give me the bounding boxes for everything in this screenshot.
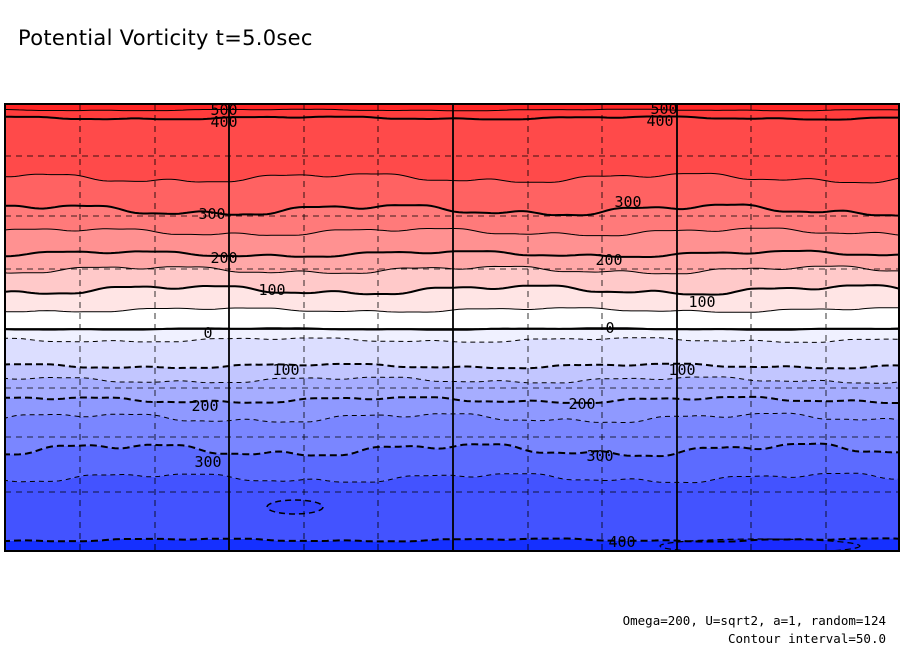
contour-label-200: 200 — [595, 251, 622, 269]
contour-label--200: 200 — [191, 397, 218, 415]
contour-line--350 — [5, 472, 899, 484]
contour-line--200 — [5, 395, 899, 404]
contour-label-200: 200 — [210, 249, 237, 267]
grid — [5, 104, 899, 551]
contour-label-0: 0 — [605, 319, 614, 337]
contour-line--250 — [5, 412, 899, 423]
contour-label-100: 100 — [258, 281, 285, 299]
chart-title: Potential Vorticity t=5.0sec — [18, 26, 313, 50]
contour-line-300 — [5, 203, 899, 217]
contour-label--300: 300 — [586, 447, 613, 465]
pv-band--100--50 — [5, 337, 899, 369]
parameter-note: Omega=200, U=sqrt2, a=1, random=124 — [622, 613, 886, 628]
contour-label-500: 500 — [650, 100, 677, 118]
contour-line-450 — [5, 108, 899, 112]
contour-label-100: 100 — [688, 293, 715, 311]
contour-label--200: 200 — [568, 395, 595, 413]
contour-label-0: 0 — [203, 324, 212, 342]
vortex-eddy — [266, 499, 324, 515]
contour-line-50 — [5, 307, 899, 313]
contour-label--400: 400 — [608, 533, 635, 551]
contour-line-400 — [5, 115, 899, 121]
contour-line--100 — [5, 362, 899, 370]
contour-label-300: 300 — [614, 193, 641, 211]
pv-band--400--350 — [5, 473, 899, 542]
contour-line--50 — [5, 337, 899, 343]
contour-line--300 — [5, 442, 899, 458]
contour-line-200 — [5, 249, 899, 258]
pv-band-350-400 — [5, 116, 899, 183]
contour-line--150 — [5, 376, 899, 384]
contour-line--400 — [5, 537, 899, 543]
contour-label-300: 300 — [198, 205, 225, 223]
contour-interval-note: Contour interval=50.0 — [727, 631, 886, 646]
plot-frame — [4, 103, 900, 552]
contour-line-250 — [5, 227, 899, 237]
contour-label-400: 400 — [646, 112, 673, 130]
contour-label--300: 300 — [194, 453, 221, 471]
contour-line-100 — [5, 284, 899, 296]
pv-band-450-500 — [5, 104, 899, 111]
contour-line-350 — [5, 172, 899, 184]
contour-label-400: 400 — [210, 113, 237, 131]
contour-label--100: 100 — [668, 361, 695, 379]
contour-label-500: 500 — [210, 101, 237, 119]
contour-label--100: 100 — [272, 361, 299, 379]
